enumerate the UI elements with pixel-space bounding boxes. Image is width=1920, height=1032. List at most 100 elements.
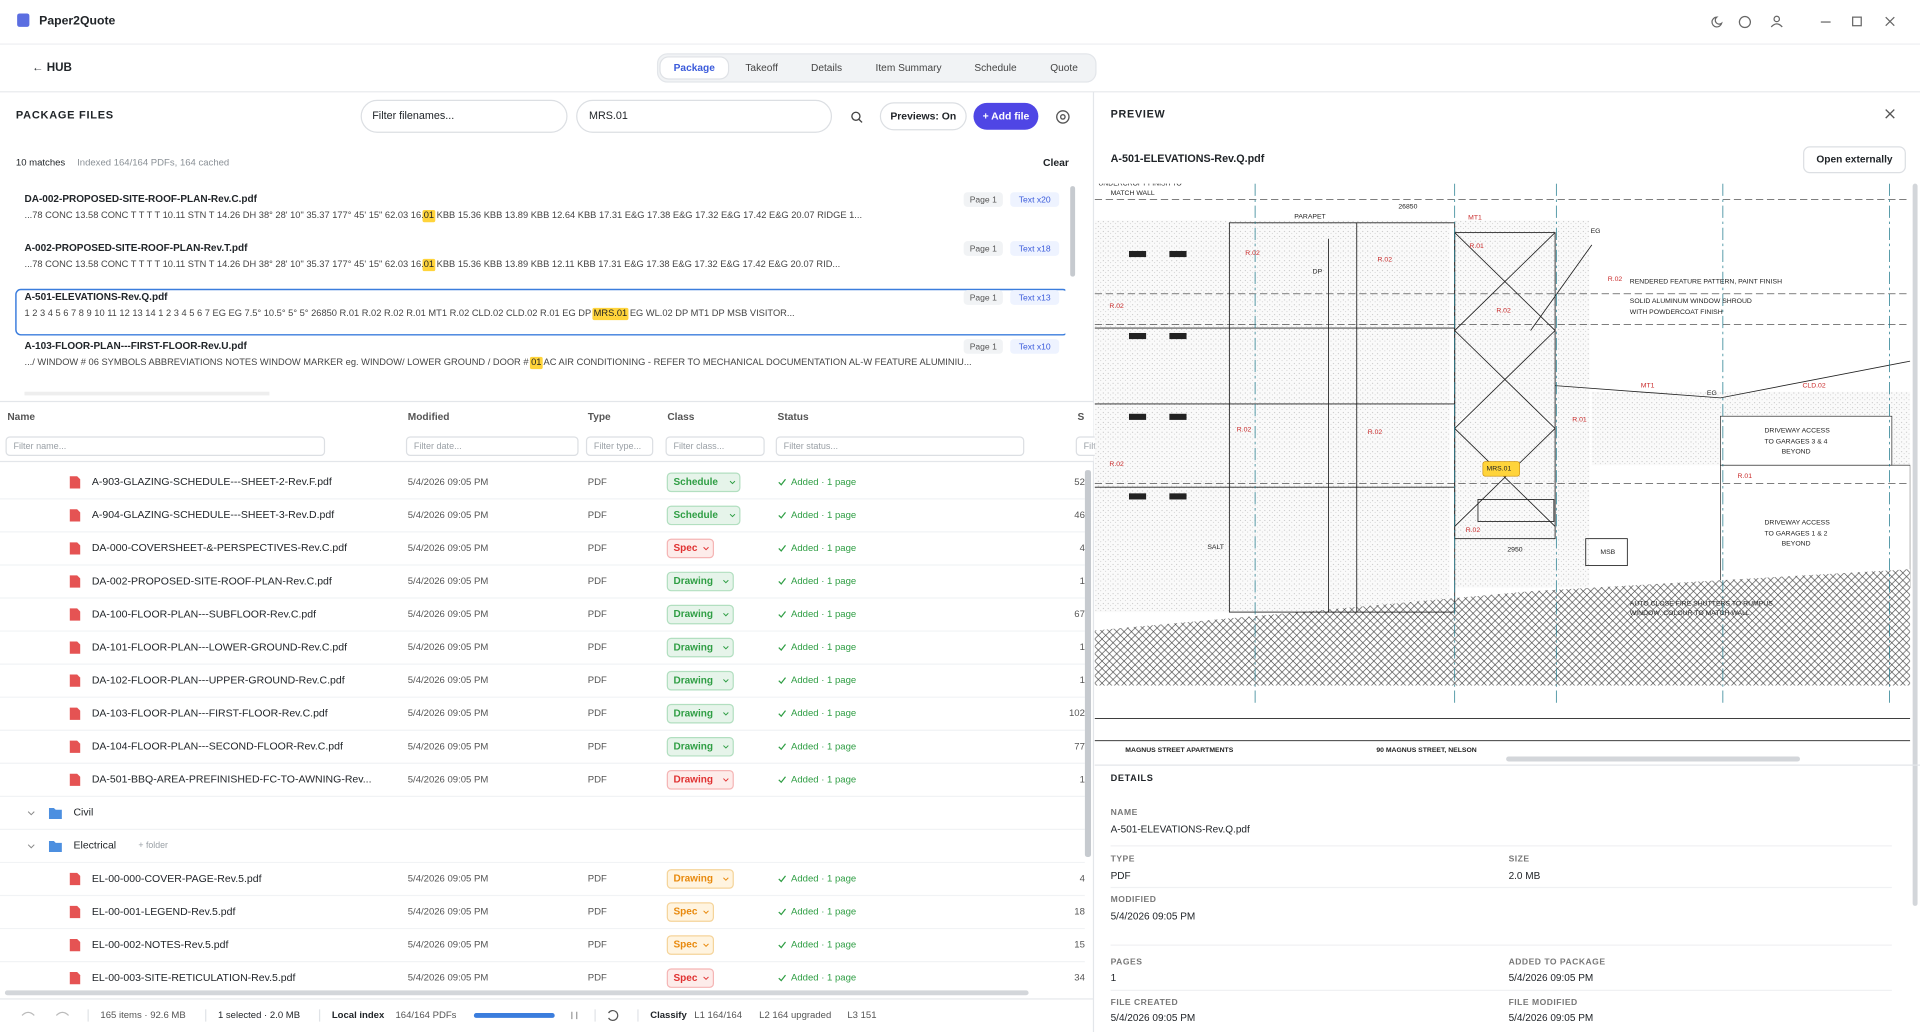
file-row[interactable]: EL-00-002-NOTES-Rev.5.pdf 5/4/2026 09:05 … (0, 935, 1085, 963)
column-filter[interactable] (5, 436, 326, 457)
search-result[interactable]: DA-002-PROPOSED-SITE-ROOF-PLAN-Rev.C.pdf… (24, 192, 1060, 223)
class-pill[interactable] (666, 736, 734, 757)
class-pill[interactable] (666, 505, 741, 526)
class-pill[interactable] (666, 538, 714, 559)
search-result[interactable]: A-501-ELEVATIONS-Rev.Q.pdf Page 1 Text x13… (24, 290, 1060, 321)
column-header[interactable]: Status (778, 412, 809, 423)
file-row[interactable]: A-904-GLAZING-SCHEDULE---SHEET-3-Rev.D.p… (0, 505, 1085, 533)
file-type: PDF (588, 477, 607, 488)
file-row[interactable]: DA-101-FLOOR-PLAN---LOWER-GROUND-Rev.C.p… (0, 637, 1085, 665)
class-pill[interactable] (666, 670, 734, 691)
file-size: 4 (1080, 873, 1086, 884)
search-button[interactable] (851, 111, 863, 123)
class-caret (723, 712, 729, 716)
column-header[interactable]: Modified (408, 412, 450, 423)
drawing-label: SALT (1207, 544, 1224, 551)
match-highlight (422, 209, 436, 223)
refresh-icon[interactable] (608, 1009, 619, 1021)
search-input[interactable] (576, 99, 833, 133)
drawing-preview: UNDERCROFT FINISH TO MATCH WALL PARAPET 268… (1094, 183, 1911, 755)
detail-value: 1 (1111, 973, 1117, 984)
drawing-label: R.02 (1378, 256, 1393, 263)
class-pill[interactable] (666, 472, 741, 493)
clear-button[interactable]: Clear (1043, 158, 1069, 169)
tab[interactable]: Quote (1050, 63, 1078, 74)
drawing-label: CLD.02 (1802, 382, 1825, 389)
drawing-label: DRIVEWAY ACCESS (1764, 520, 1830, 527)
filename-filter[interactable] (360, 99, 568, 133)
column-filter[interactable] (405, 436, 579, 457)
snippet-before: ...78 CONC 13.58 CONC T T T T 10.11 STN … (24, 211, 423, 221)
file-row[interactable]: DA-103-FLOOR-PLAN---FIRST-FLOOR-Rev.C.pd… (0, 703, 1085, 731)
drawing-label: BEYOND (1782, 540, 1811, 547)
class-pill[interactable] (666, 637, 734, 658)
file-name: DA-104-FLOOR-PLAN---SECOND-FLOOR-Rev.C.p… (92, 741, 343, 753)
class-pill[interactable] (666, 571, 734, 592)
drawing-label: MT1 (1641, 382, 1655, 389)
search-result[interactable]: A-002-PROPOSED-SITE-ROOF-PLAN-Rev.T.pdf P… (24, 241, 1060, 272)
folder-action[interactable]: + folder (138, 840, 168, 850)
previews-toggle[interactable] (879, 102, 967, 131)
file-row[interactable]: DA-102-FLOOR-PLAN---UPPER-GROUND-Rev.C.p… (0, 670, 1085, 698)
column-header[interactable]: Name (7, 412, 35, 423)
pause-icon[interactable] (571, 1011, 578, 1020)
class-pill[interactable] (666, 770, 734, 790)
class-pill[interactable] (666, 604, 734, 625)
table-hscroll[interactable] (4, 990, 1029, 996)
folder-icon (48, 841, 62, 853)
class-pill[interactable] (666, 902, 714, 922)
tab[interactable]: Item Summary (876, 63, 943, 74)
preview-close[interactable] (1885, 109, 1895, 119)
file-row[interactable]: DA-501-BBQ-AREA-PREFINISHED-FC-TO-AWNING… (0, 770, 1085, 797)
class-caret (723, 612, 729, 617)
folder-row[interactable]: Electrical + folder (0, 840, 1085, 864)
results-scrollbar[interactable] (1070, 186, 1076, 277)
column-filter[interactable] (775, 436, 1025, 457)
app-icon (17, 13, 30, 27)
column-header[interactable]: Type (588, 412, 611, 423)
file-row[interactable]: EL-00-000-COVER-PAGE-Rev.5.pdf 5/4/2026 0… (0, 869, 1086, 897)
tab[interactable]: Schedule (974, 63, 1017, 74)
column-filter[interactable] (665, 436, 765, 457)
add-file-button[interactable] (973, 102, 1039, 130)
back-link[interactable]: ← HUB (32, 61, 72, 74)
tab[interactable]: Package (674, 63, 716, 74)
class-pill[interactable] (666, 935, 714, 955)
snippet-after: EG WL.02 DP MT1 DP MSB VISITOR... (627, 308, 794, 318)
status-check (778, 710, 786, 718)
tab[interactable]: Takeoff (745, 63, 778, 74)
redo[interactable] (55, 1011, 70, 1016)
drawing-label: R.01 (1738, 473, 1753, 480)
class-pill[interactable] (666, 703, 734, 724)
folder-caret (27, 844, 35, 849)
file-class: Schedule (673, 510, 718, 521)
file-row[interactable]: EL-00-001-LEGEND-Rev.5.pdf 5/4/2026 09:05… (0, 902, 1085, 930)
open-externally-button[interactable] (1803, 146, 1906, 174)
file-row[interactable]: DA-100-FLOOR-PLAN---SUBFLOOR-Rev.C.pdf 5/… (0, 604, 1085, 632)
folder-row[interactable]: Civil (0, 807, 1085, 831)
column-header[interactable]: S (1078, 412, 1085, 423)
file-row[interactable]: DA-104-FLOOR-PLAN---SECOND-FLOOR-Rev.C.p… (0, 736, 1085, 764)
right-scrollbar[interactable] (1912, 183, 1918, 906)
column-filter-placeholder: Filter name... (13, 441, 66, 451)
undo[interactable] (21, 1011, 35, 1016)
file-type: PDF (588, 741, 607, 752)
column-filter[interactable] (585, 436, 654, 457)
column-header[interactable]: Class (667, 412, 694, 423)
file-row[interactable]: A-903-GLAZING-SCHEDULE---SHEET-2-Rev.F.p… (0, 472, 1085, 500)
file-row[interactable]: DA-002-PROPOSED-SITE-ROOF-PLAN-Rev.C.pdf… (0, 571, 1085, 599)
file-row[interactable]: EL-00-003-SITE-RETICULATION-Rev.5.pdf 5/4… (0, 968, 1086, 995)
hits-badge (1010, 192, 1060, 207)
file-status: Added · 1 page (791, 873, 856, 884)
settings-button[interactable] (1056, 110, 1070, 124)
search-result[interactable]: A-103-FLOOR-PLAN---FIRST-FLOOR-Rev.U.pdf… (24, 339, 1060, 370)
class-pill[interactable] (666, 968, 714, 988)
file-row[interactable]: DA-000-COVERSHEET-&-PERSPECTIVES-Rev.C.p… (0, 538, 1086, 566)
tab[interactable]: Details (811, 63, 842, 74)
preview-hscroll[interactable] (1506, 756, 1800, 762)
page-badge (963, 241, 1003, 256)
class-pill[interactable] (666, 869, 734, 889)
table-scrollbar[interactable] (1084, 470, 1092, 857)
drawing-label: MATCH WALL (1111, 190, 1155, 197)
file-type: PDF (588, 675, 607, 686)
